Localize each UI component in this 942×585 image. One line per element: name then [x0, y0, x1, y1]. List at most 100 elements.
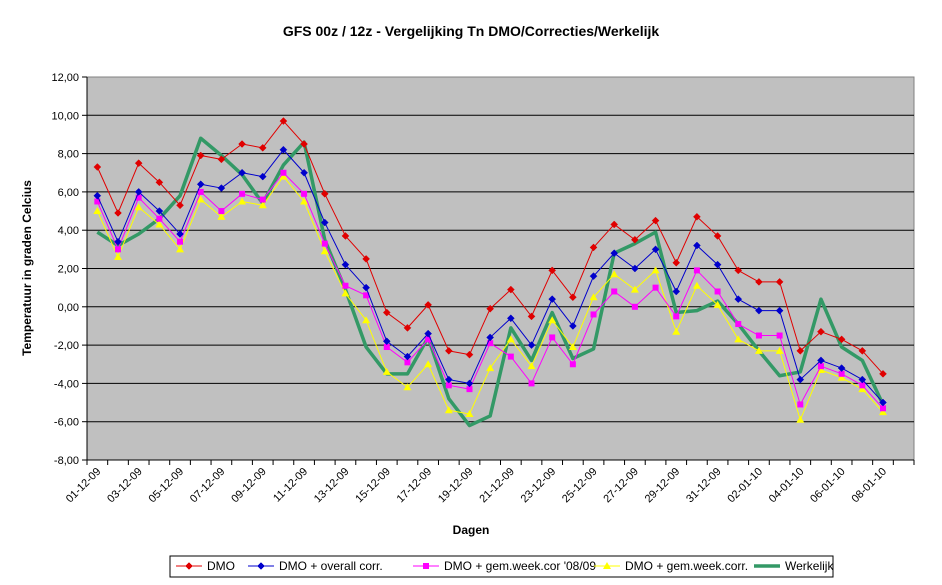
data-point — [506, 285, 515, 294]
legend-label: DMO + gem.week.corr. — [625, 559, 748, 573]
data-point — [776, 332, 783, 339]
data-point — [382, 308, 391, 317]
data-point — [879, 369, 887, 378]
legend-item: Werkelijk — [754, 559, 834, 573]
y-tick-label: 6,00 — [58, 187, 79, 199]
data-point — [507, 353, 514, 360]
data-point — [301, 190, 308, 197]
data-point — [382, 367, 391, 375]
data-point — [734, 335, 743, 343]
data-point — [239, 190, 246, 197]
y-tick-label: 10,00 — [51, 110, 79, 122]
y-tick-label: 8,00 — [58, 149, 79, 161]
data-point — [506, 335, 515, 343]
data-point — [196, 151, 205, 160]
series-2 — [94, 169, 886, 412]
data-point — [320, 247, 329, 255]
data-point — [693, 241, 701, 250]
legend-marker — [257, 562, 265, 570]
data-point — [858, 375, 867, 384]
data-point — [755, 332, 762, 339]
data-point — [238, 168, 246, 177]
data-point — [341, 289, 350, 297]
data-point — [115, 246, 122, 253]
legend-label: Werkelijk — [785, 559, 834, 573]
data-point — [796, 415, 805, 423]
data-point — [672, 258, 681, 267]
data-point — [445, 382, 452, 389]
y-axis-title: Temperatuur in graden Celcius — [20, 180, 34, 356]
data-point — [693, 212, 701, 221]
data-point — [155, 220, 164, 228]
data-point — [816, 365, 825, 373]
series-1 — [93, 145, 887, 407]
data-point — [859, 382, 866, 389]
y-tick-label: 12,00 — [51, 72, 79, 84]
data-point — [403, 324, 412, 332]
data-point — [713, 300, 722, 308]
data-point — [382, 337, 391, 346]
data-point — [755, 306, 763, 315]
data-point — [714, 288, 721, 295]
data-point — [486, 333, 495, 342]
data-point — [300, 168, 308, 177]
data-point — [589, 293, 598, 301]
data-point — [279, 117, 288, 125]
data-point — [444, 406, 453, 414]
data-point — [548, 316, 557, 324]
data-point — [176, 201, 184, 210]
data-point — [424, 301, 432, 309]
data-point — [858, 385, 867, 393]
data-point — [466, 386, 473, 393]
y-tick-label: -2,00 — [54, 340, 79, 352]
legend-box — [169, 555, 834, 578]
data-point — [672, 287, 681, 296]
data-point — [755, 278, 763, 286]
data-point — [156, 215, 163, 222]
data-point — [259, 196, 266, 203]
data-point — [425, 336, 432, 343]
series-4 — [96, 136, 885, 428]
data-point — [342, 282, 349, 289]
data-point — [817, 356, 825, 365]
data-point — [404, 359, 411, 366]
data-point — [858, 346, 867, 355]
data-point — [837, 335, 846, 344]
data-point — [775, 278, 784, 286]
data-point — [134, 203, 143, 211]
data-point — [135, 194, 142, 201]
data-point — [217, 155, 226, 164]
data-point — [734, 295, 743, 303]
data-point — [114, 253, 123, 261]
data-point — [713, 260, 722, 269]
data-point — [838, 370, 845, 377]
data-point — [651, 266, 660, 274]
data-point — [713, 232, 722, 240]
data-point — [465, 350, 474, 359]
data-point — [177, 238, 184, 245]
data-point — [631, 264, 639, 273]
data-point — [238, 140, 246, 148]
data-point — [837, 364, 846, 372]
y-tick-label: 4,00 — [58, 225, 79, 237]
data-point — [506, 314, 515, 323]
data-point — [114, 237, 122, 246]
data-point — [796, 346, 805, 355]
data-point — [734, 266, 743, 275]
data-point — [879, 405, 886, 412]
data-point — [672, 327, 681, 335]
chart-title: GFS 00z / 12z - Vergelijking Tn DMO/Corr… — [283, 23, 660, 39]
data-point — [569, 361, 576, 368]
data-point — [176, 230, 184, 238]
series-0 — [93, 117, 887, 378]
data-point — [735, 321, 742, 328]
series-lines — [93, 117, 887, 428]
data-point — [279, 172, 288, 180]
x-axis-title: Dagen — [453, 523, 490, 537]
data-point — [797, 401, 804, 408]
data-point — [300, 140, 308, 148]
data-point — [754, 346, 763, 354]
series-line — [96, 136, 885, 428]
data-point — [837, 373, 846, 381]
